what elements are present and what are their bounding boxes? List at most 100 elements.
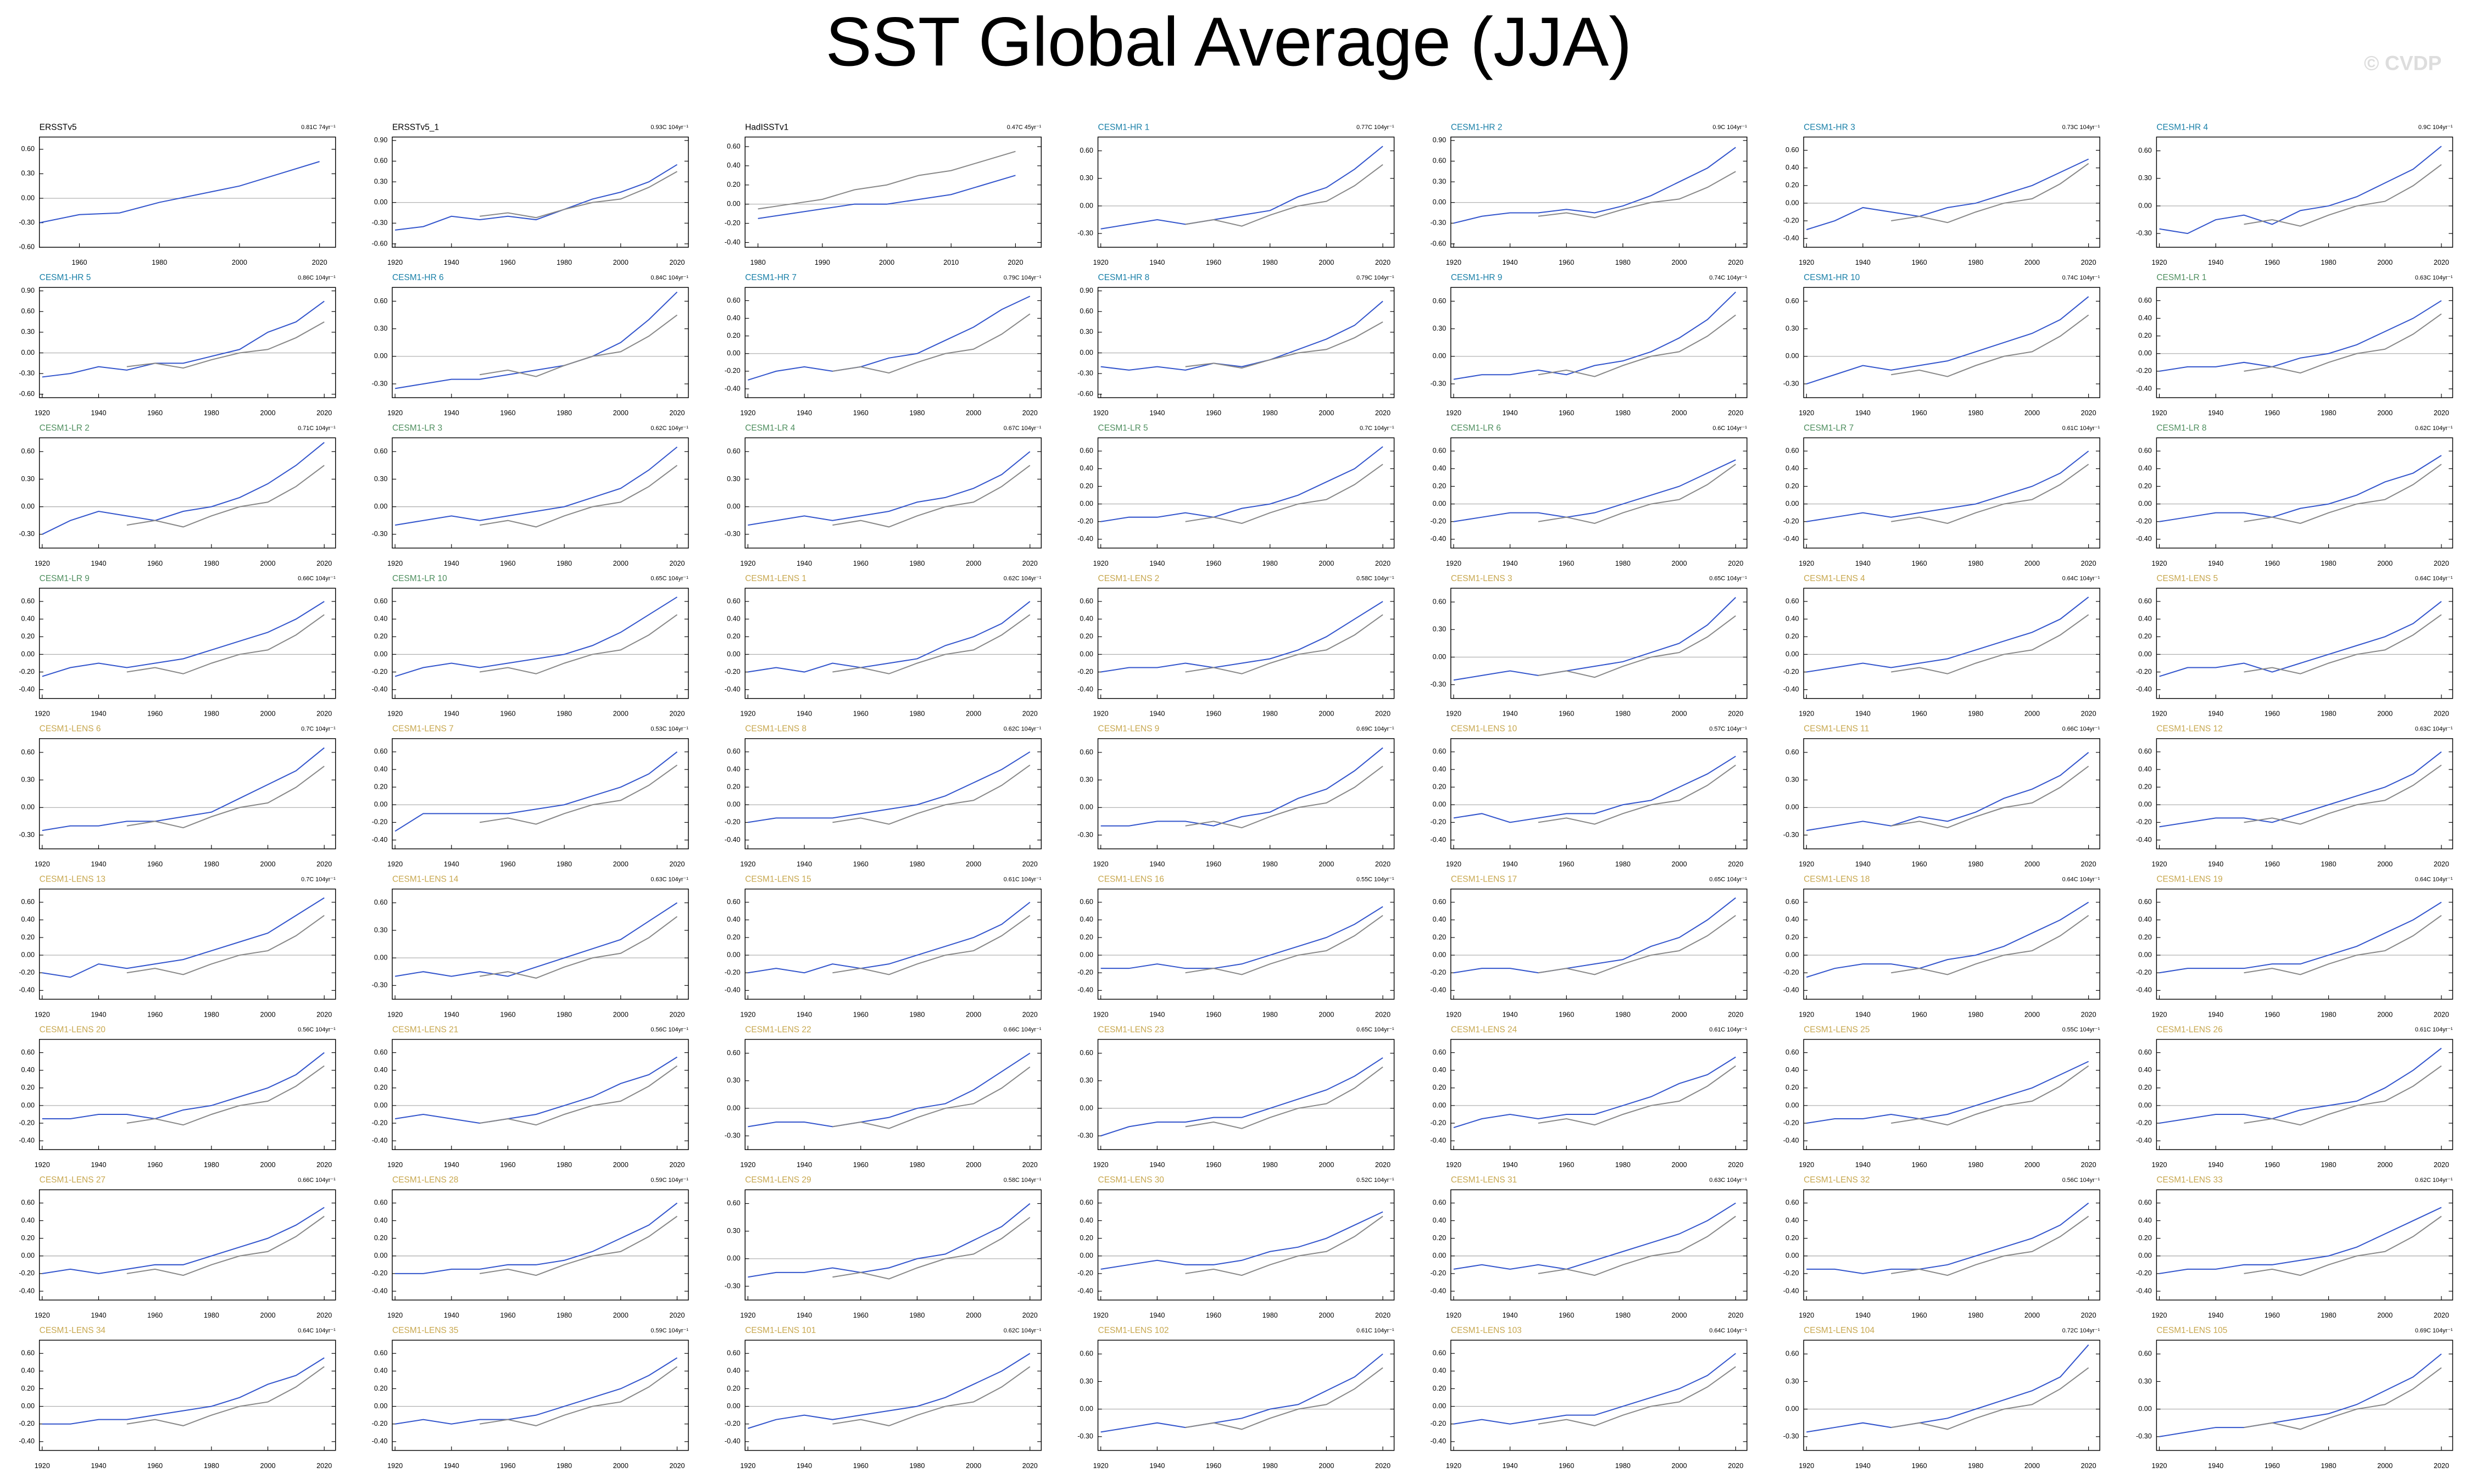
data-line <box>394 1357 678 1425</box>
x-tick-label: 1980 <box>204 1011 219 1018</box>
x-tick-label: 1980 <box>1615 259 1631 266</box>
y-tick-label: -0.20 <box>372 818 388 826</box>
data-line <box>1453 756 1736 823</box>
y-tick-label: -0.40 <box>725 384 741 392</box>
x-tick-label: 1920 <box>35 409 50 417</box>
panel-title: CESM1-HR 7 <box>745 273 797 282</box>
y-tick-label: 0.00 <box>21 650 35 658</box>
x-tick-label: 2000 <box>1672 1161 1687 1169</box>
x-tick-label: 1960 <box>1912 710 1927 718</box>
x-tick-label: 1960 <box>2265 861 2280 868</box>
x-tick-label: 2000 <box>966 409 981 417</box>
data-line <box>2159 901 2442 974</box>
panel-title: CESM1-HR 9 <box>1451 273 1503 282</box>
data-line <box>1806 296 2089 384</box>
data-line <box>394 596 678 677</box>
x-tick-label: 2020 <box>2081 560 2096 567</box>
x-tick-label: 1980 <box>2321 1161 2337 1169</box>
y-tick-label: 0.20 <box>1785 933 1799 941</box>
x-tick-label: 1980 <box>2321 1462 2337 1470</box>
x-tick-label: 2000 <box>2377 409 2393 417</box>
data-line <box>1806 752 2089 832</box>
data-line <box>1453 1353 1736 1425</box>
y-tick-label: 0.20 <box>2138 783 2152 790</box>
y-tick-label: 0.00 <box>1785 1101 1799 1109</box>
panel-frame <box>1450 1189 1748 1301</box>
x-tick-label: 1980 <box>1615 560 1631 567</box>
y-tick-label: 0.40 <box>1433 765 1447 773</box>
panel-annotation: 0.61C 104yr⁻¹ <box>1356 1327 1394 1334</box>
x-tick-label: 2000 <box>966 710 981 718</box>
data-line <box>1453 1202 1736 1270</box>
x-tick-label: 1960 <box>2265 409 2280 417</box>
x-tick-label: 2020 <box>1375 1011 1390 1018</box>
x-tick-label: 2000 <box>966 560 981 567</box>
y-tick-label: 0.60 <box>21 597 35 605</box>
x-tick-label: 1960 <box>1559 1462 1574 1470</box>
x-tick-label: 2020 <box>669 1011 685 1018</box>
data-line <box>1185 1066 1383 1129</box>
panel-frame <box>1450 437 1748 549</box>
x-tick-label: 2020 <box>669 560 685 567</box>
panel-annotation: 0.64C 104yr⁻¹ <box>2062 876 2100 883</box>
y-tick-label: 0.40 <box>374 615 388 623</box>
x-tick-label: 1940 <box>1149 1462 1165 1470</box>
x-tick-label: 1960 <box>1559 1161 1574 1169</box>
y-tick-label: 0.60 <box>1433 1349 1447 1357</box>
panel-title: CESM1-LENS 23 <box>1098 1025 1164 1034</box>
panel-title: CESM1-LENS 3 <box>1451 574 1512 583</box>
y-tick-label: 0.60 <box>1785 597 1799 605</box>
y-tick-label: 0.00 <box>1080 804 1093 811</box>
x-tick-label: 1980 <box>152 259 167 266</box>
panel-frame <box>2156 1189 2454 1301</box>
y-tick-label: 0.00 <box>21 804 35 811</box>
panel-title: CESM1-LENS 7 <box>392 724 454 734</box>
x-tick-label: 1980 <box>557 409 572 417</box>
y-tick-label: -0.30 <box>725 530 741 538</box>
data-line <box>2159 1047 2442 1124</box>
x-tick-label: 1920 <box>2152 1161 2167 1169</box>
y-tick-label: 0.00 <box>1433 801 1447 808</box>
panel-title: CESM1-LENS 31 <box>1451 1175 1517 1185</box>
x-tick-label: 1940 <box>1855 409 1871 417</box>
y-tick-label: 0.40 <box>21 916 35 923</box>
x-tick-label: 2020 <box>1728 710 1743 718</box>
y-tick-label: 0.00 <box>374 1402 388 1410</box>
data-line <box>1185 1367 1383 1430</box>
y-tick-label: 0.60 <box>2138 898 2152 906</box>
x-tick-label: 1960 <box>500 259 515 266</box>
x-tick-label: 2020 <box>1022 1312 1038 1319</box>
y-tick-label: 0.30 <box>21 328 35 336</box>
panel-annotation: 0.71C 104yr⁻¹ <box>298 425 336 432</box>
data-line <box>126 614 325 674</box>
data-line <box>832 915 1031 975</box>
y-tick-label: 0.60 <box>1785 1199 1799 1207</box>
panel-title: CESM1-LENS 8 <box>745 724 806 734</box>
data-line <box>832 465 1031 528</box>
y-tick-label: -0.20 <box>1783 1119 1799 1126</box>
x-tick-label: 1940 <box>2208 409 2223 417</box>
x-tick-label: 2020 <box>669 409 685 417</box>
y-tick-label: 0.00 <box>374 1101 388 1109</box>
y-tick-label: 0.90 <box>21 287 35 294</box>
y-tick-label: 0.40 <box>1785 1217 1799 1224</box>
x-tick-label: 1960 <box>1559 861 1574 868</box>
data-line <box>394 902 678 977</box>
y-tick-label: -0.20 <box>372 668 388 676</box>
y-tick-label: -0.40 <box>1077 986 1093 994</box>
panel-frame <box>392 1039 689 1150</box>
data-line <box>748 451 1031 526</box>
panel-annotation: 0.62C 104yr⁻¹ <box>1004 576 1042 582</box>
y-tick-label: 0.30 <box>727 475 741 483</box>
x-tick-label: 1960 <box>2265 560 2280 567</box>
panel-frame <box>1097 437 1395 549</box>
y-tick-label: 0.00 <box>374 503 388 510</box>
y-tick-label: 0.00 <box>374 198 388 206</box>
x-tick-label: 1980 <box>909 1161 925 1169</box>
y-tick-label: -0.30 <box>1783 380 1799 387</box>
y-tick-label: 0.00 <box>2138 1101 2152 1109</box>
x-tick-label: 1940 <box>797 1462 812 1470</box>
x-tick-label: 1940 <box>2208 1462 2223 1470</box>
y-tick-label: 0.20 <box>727 1385 741 1392</box>
x-tick-label: 1920 <box>1799 710 1814 718</box>
